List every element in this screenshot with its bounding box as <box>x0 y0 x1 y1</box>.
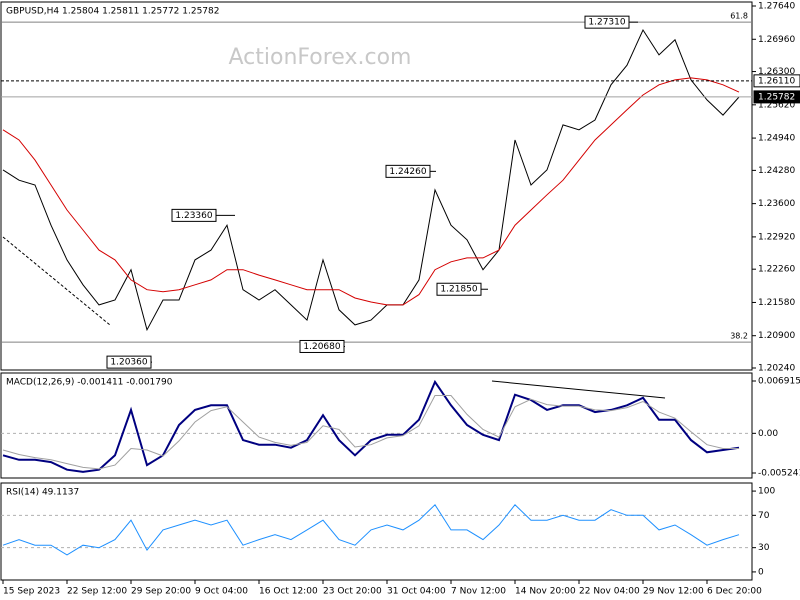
annotation-box <box>584 15 630 29</box>
panel-title: RSI(14) 49.1137 <box>6 488 79 498</box>
fib-label: 38.2 <box>730 332 748 341</box>
x-tick-label: 31 Oct 04:00 <box>387 587 446 597</box>
y-tick-label: 1.26960 <box>758 35 795 45</box>
y-tick-label: 1.20240 <box>758 363 795 373</box>
x-tick-label: 29 Sep 20:00 <box>131 587 191 597</box>
y-tick-label: 30 <box>758 543 770 553</box>
x-tick-label: 15 Sep 2023 <box>3 587 60 597</box>
divergence-line <box>491 380 666 399</box>
x-tick-label: 7 Nov 12:00 <box>451 587 506 597</box>
price-box-label: 1.25782 <box>758 92 795 102</box>
y-tick-label: 1.24280 <box>758 166 795 176</box>
y-tick-label: 1.23600 <box>758 199 795 209</box>
y-tick-label: 1.27640 <box>758 2 795 12</box>
panel-border <box>0 372 753 479</box>
watermark: ActionForex.com <box>229 45 412 70</box>
y-tick-label: 0.00 <box>758 429 778 439</box>
y-tick-label: 1.20900 <box>758 331 795 341</box>
series-line <box>2 379 740 473</box>
y-tick-label: 70 <box>758 511 770 521</box>
x-tick-label: 6 Dec 20:00 <box>707 587 762 597</box>
fib-label: 61.8 <box>730 12 748 21</box>
series-line <box>2 77 740 306</box>
x-tick-label: 23 Oct 20:00 <box>323 587 382 597</box>
panel-title: GBPUSD,H4 1.25804 1.25811 1.25772 1.2578… <box>6 7 219 17</box>
y-tick-label: 1.22920 <box>758 232 795 242</box>
panel-title: MACD(12,26,9) -0.001411 -0.001790 <box>6 378 173 388</box>
y-tick-label: 1.26300 <box>758 67 795 77</box>
series-line <box>2 28 740 332</box>
annotation-box <box>171 208 217 222</box>
series-line <box>2 395 739 470</box>
annotation-label: 1.20680 <box>303 342 340 352</box>
y-tick-label: 1.21580 <box>758 298 795 308</box>
series-line <box>2 504 740 556</box>
panel-border <box>0 1 753 371</box>
y-tick-label: 1.22260 <box>758 265 795 275</box>
x-tick-label: 9 Oct 04:00 <box>195 587 248 597</box>
x-tick-label: 29 Nov 12:00 <box>643 587 704 597</box>
price-box-label: 1.26110 <box>758 76 795 86</box>
y-tick-label: 0 <box>758 567 764 577</box>
y-tick-label: 100 <box>758 487 775 497</box>
panel-border <box>0 482 753 581</box>
price-box <box>753 74 800 88</box>
annotation-box <box>299 339 345 353</box>
y-tick-label: -0.005241 <box>758 468 800 478</box>
annotation-label: 1.27310 <box>588 18 625 28</box>
x-tick-label: 22 Sep 12:00 <box>67 587 127 597</box>
annotation-label: 1.24260 <box>389 167 426 177</box>
x-tick-label: 16 Oct 12:00 <box>259 587 318 597</box>
annotation-box <box>436 282 482 296</box>
price-box <box>753 90 800 104</box>
x-tick-label: 14 Nov 20:00 <box>515 587 576 597</box>
trend-line <box>2 236 111 326</box>
y-tick-label: 0.006915 <box>758 376 800 386</box>
x-tick-label: 22 Nov 04:00 <box>579 587 640 597</box>
annotation-box <box>385 164 431 178</box>
annotation-label: 1.20360 <box>110 358 147 368</box>
y-tick-label: 1.25620 <box>758 100 795 110</box>
annotation-label: 1.23360 <box>175 211 212 221</box>
y-tick-label: 1.24940 <box>758 134 795 144</box>
annotation-label: 1.21850 <box>440 285 477 295</box>
annotation-box <box>106 355 152 369</box>
